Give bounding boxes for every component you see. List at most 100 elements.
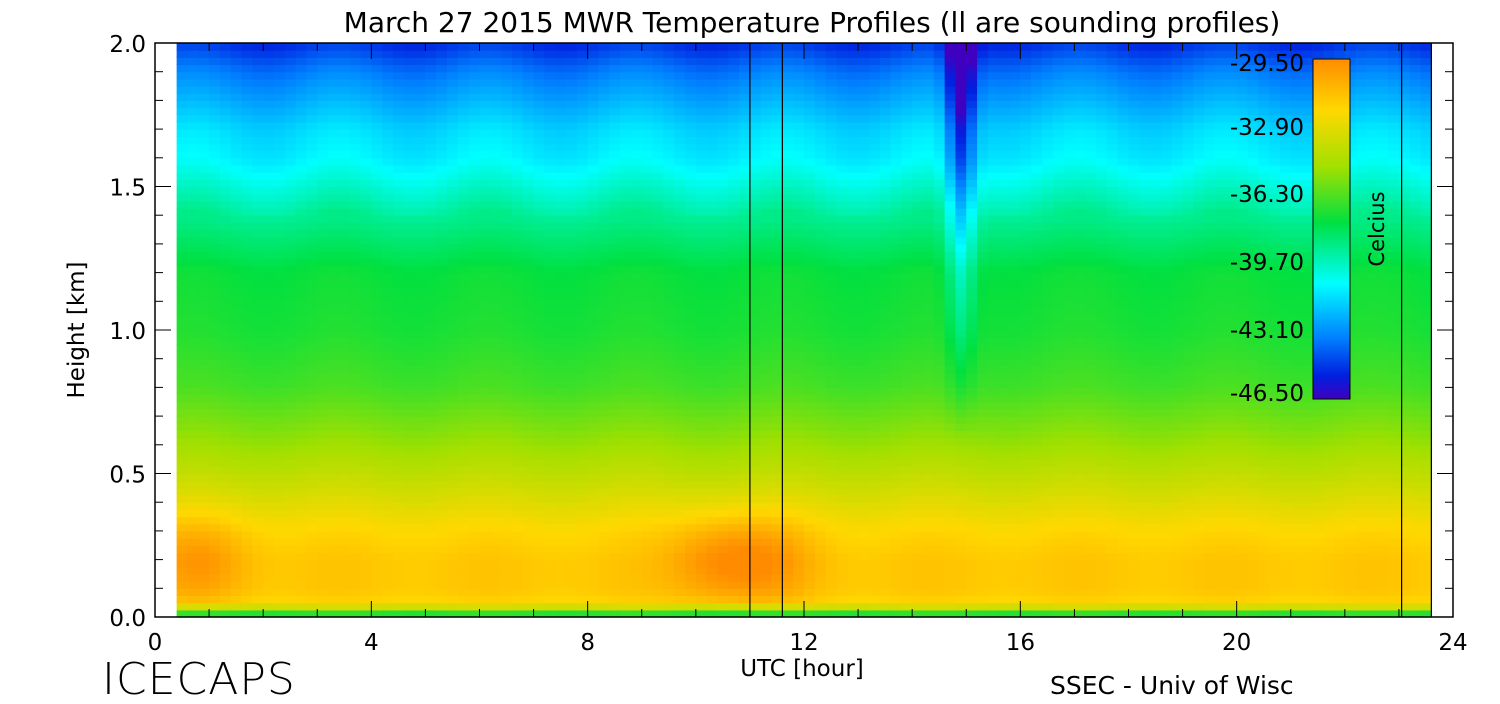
heatmap-cell (598, 43, 610, 51)
heatmap-cell (706, 129, 719, 137)
heatmap-cell (749, 78, 762, 87)
heatmap-cell (511, 351, 524, 360)
heatmap-cell (209, 487, 221, 496)
heatmap-cell (241, 358, 253, 367)
heatmap-cell (706, 229, 719, 238)
heatmap-cell (771, 330, 783, 338)
heatmap-cell (533, 523, 545, 532)
heatmap-cell (436, 552, 448, 561)
heatmap-cell (382, 222, 394, 231)
heatmap-cell (468, 93, 481, 101)
heatmap-cell (360, 473, 372, 482)
heatmap-cell (338, 530, 351, 539)
heatmap-cell (663, 538, 675, 546)
heatmap-cell (760, 530, 773, 539)
heatmap-cell (425, 380, 437, 388)
heatmap-cell (219, 136, 232, 145)
heatmap-cell (804, 286, 816, 295)
heatmap-cell (187, 50, 199, 58)
heatmap-cell (652, 416, 664, 424)
heatmap-cell (511, 121, 524, 130)
heatmap-cell (403, 330, 416, 338)
heatmap-cell (187, 523, 199, 532)
heatmap-cell (739, 286, 751, 295)
heatmap-cell (674, 516, 686, 525)
heatmap-cell (241, 401, 253, 410)
heatmap-cell (198, 222, 210, 231)
heatmap-cell (663, 114, 675, 123)
heatmap-cell (360, 294, 372, 302)
heatmap-cell (717, 609, 729, 618)
heatmap-cell (587, 394, 600, 403)
heatmap-cell (511, 179, 524, 188)
heatmap-cell (209, 365, 221, 374)
heatmap-cell (457, 236, 470, 245)
heatmap-cell (328, 157, 340, 166)
heatmap-cell (479, 401, 491, 410)
heatmap-cell (706, 136, 719, 145)
heatmap-cell (544, 502, 556, 510)
heatmap-cell (403, 229, 416, 238)
heatmap-cell (598, 523, 610, 532)
heatmap-cell (630, 351, 643, 360)
heatmap-cell (695, 71, 708, 80)
heatmap-cell (382, 114, 394, 123)
heatmap-cell (490, 509, 502, 518)
heatmap-cell (533, 43, 545, 51)
heatmap-cell (674, 523, 686, 532)
heatmap-cell (273, 487, 286, 496)
heatmap-cell (479, 301, 491, 310)
heatmap-cell (728, 595, 740, 604)
heatmap-cell (511, 200, 524, 209)
heatmap-cell (804, 308, 816, 317)
heatmap-cell (717, 208, 729, 216)
heatmap-cell (760, 57, 773, 66)
heatmap-cell (306, 100, 318, 109)
heatmap-cell (739, 394, 751, 403)
heatmap-cell (717, 365, 729, 374)
heatmap-cell (414, 394, 427, 403)
heatmap-cell (328, 294, 340, 302)
heatmap-cell (825, 566, 838, 575)
heatmap-cell (533, 358, 545, 367)
heatmap-cell (273, 93, 286, 101)
heatmap-cell (209, 93, 221, 101)
heatmap-cell (273, 258, 286, 267)
heatmap-cell (717, 222, 729, 231)
heatmap-cell (706, 365, 719, 374)
heatmap-cell (663, 545, 675, 554)
heatmap-cell (187, 229, 199, 238)
heatmap-cell (436, 64, 448, 73)
heatmap-cell (739, 487, 751, 496)
heatmap-cell (739, 265, 751, 274)
heatmap-cell (620, 193, 632, 202)
heatmap-cell (457, 315, 470, 324)
heatmap-cell (533, 215, 545, 223)
heatmap-cell (847, 373, 859, 381)
heatmap-cell (814, 193, 827, 202)
heatmap-cell (706, 57, 719, 66)
heatmap-cell (674, 150, 686, 159)
heatmap-cell (587, 164, 600, 173)
heatmap-cell (263, 595, 275, 604)
heatmap-cell (241, 466, 253, 475)
heatmap-cell (230, 64, 243, 73)
heatmap-cell (511, 408, 524, 417)
heatmap-cell (793, 530, 805, 539)
heatmap-cell (641, 222, 654, 231)
heatmap-cell (804, 451, 816, 460)
heatmap-cell (836, 71, 848, 80)
heatmap-cell (230, 552, 243, 561)
heatmap-cell (479, 430, 491, 439)
heatmap-cell (609, 545, 621, 554)
heatmap-cell (620, 129, 632, 137)
heatmap-cell (620, 408, 632, 417)
heatmap-cell (241, 86, 253, 94)
heatmap-cell (533, 444, 545, 453)
heatmap-cell (641, 164, 654, 173)
heatmap-cell (576, 394, 589, 403)
heatmap-cell (457, 566, 470, 575)
heatmap-cell (695, 394, 708, 403)
heatmap-cell (273, 552, 286, 561)
heatmap-cell (317, 337, 329, 345)
